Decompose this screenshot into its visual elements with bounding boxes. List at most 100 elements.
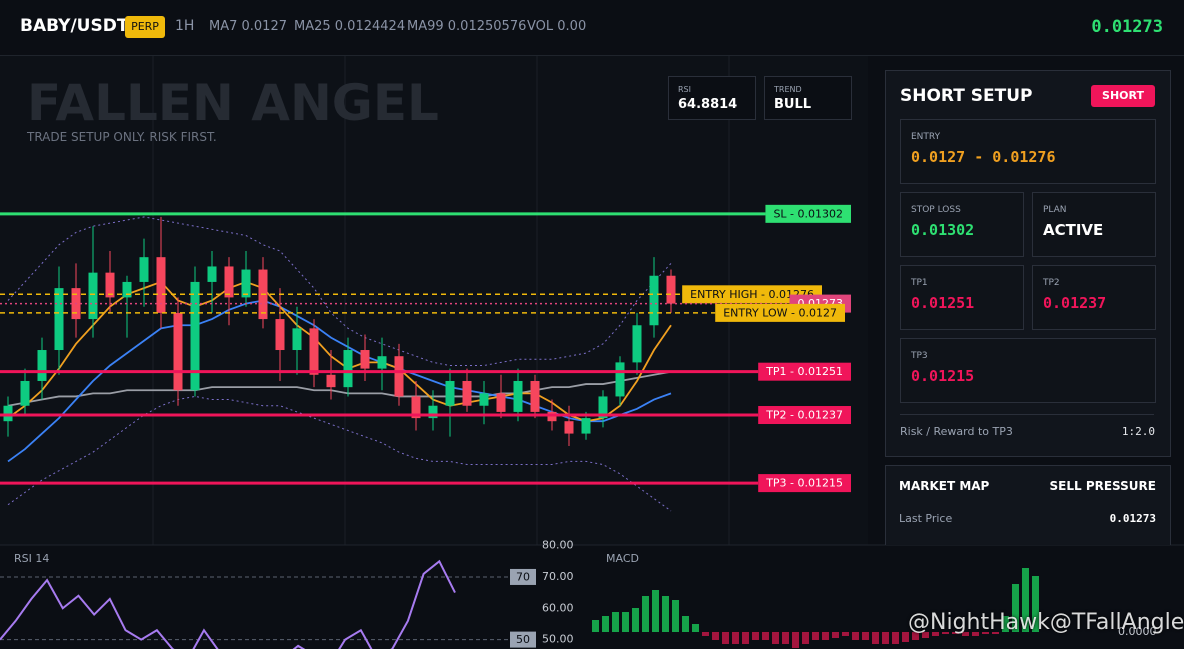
level-label: TP1 - 0.01251 xyxy=(765,365,843,378)
rsi-level-label: 70 xyxy=(516,570,530,583)
rr-label: Risk / Reward to TP3 xyxy=(900,425,1013,438)
candle-body xyxy=(241,269,251,298)
level-tag xyxy=(765,204,851,223)
badge: PERP xyxy=(125,16,165,38)
candle-body xyxy=(547,411,557,422)
candle-body xyxy=(479,393,489,406)
macd-bar xyxy=(932,632,939,636)
candle-body xyxy=(275,319,285,351)
level: TP1 - 0.01251 xyxy=(0,362,851,381)
level: TP2 - 0.01237 xyxy=(0,406,851,425)
candle-body xyxy=(411,396,421,419)
macd-bar xyxy=(912,632,919,640)
setup-title: SHORT SETUP xyxy=(900,86,1033,106)
candle-body xyxy=(564,421,574,434)
level-label: ENTRY HIGH - 0.01276 xyxy=(690,288,814,301)
last-price-label: Last Price xyxy=(899,512,953,525)
macd-bar xyxy=(902,632,909,642)
level-tag xyxy=(682,285,822,304)
level-label: TP3 - 0.01215 xyxy=(765,477,843,490)
macd-bar xyxy=(772,632,779,644)
candle-body xyxy=(190,281,200,391)
y-tick-label: 60.00 xyxy=(542,601,574,614)
level-label: ENTRY LOW - 0.0127 xyxy=(723,306,837,319)
macd-bar xyxy=(612,612,619,632)
rsi-title: RSI 14 xyxy=(14,552,49,565)
top-bar: BABY/USDT PERP 1H MA7 0.0127 MA25 0.0124… xyxy=(0,0,1184,56)
macd-bar xyxy=(712,632,719,640)
candle-body xyxy=(224,266,234,298)
candle-body xyxy=(530,380,540,412)
macd-bar xyxy=(992,632,999,634)
last-price: 0.01273 xyxy=(1091,17,1163,37)
market-map-title: MARKET MAP xyxy=(899,479,990,493)
level-tag xyxy=(758,406,851,425)
market-status: SELL PRESSURE xyxy=(1049,479,1156,493)
candle-body xyxy=(377,356,387,369)
indicator-line xyxy=(7,280,672,423)
stop-card: STOP LOSS 0.01302 xyxy=(900,192,1024,257)
entry-value: 0.0127 - 0.01276 xyxy=(911,148,1056,166)
short-button[interactable]: SHORT xyxy=(1091,85,1155,107)
watermark: @NightHawk@TFallAngle xyxy=(908,610,1184,635)
macd-bar xyxy=(802,632,809,644)
macd-bar xyxy=(872,632,879,644)
level-tag xyxy=(715,303,845,322)
candle-body xyxy=(615,362,625,397)
tp2-label: TP2 xyxy=(1043,278,1060,288)
candle-body xyxy=(632,325,642,363)
macd-bar xyxy=(832,632,839,638)
macd-bar xyxy=(602,616,609,632)
y-tick-label: 0.0000 xyxy=(1118,625,1157,638)
macd-bar xyxy=(672,600,679,632)
candle-body xyxy=(122,281,132,298)
rsi-background xyxy=(0,545,590,649)
macd-bar xyxy=(622,612,629,632)
entry-card: ENTRY 0.0127 - 0.01276 xyxy=(900,119,1156,184)
candle-body xyxy=(105,272,115,298)
plan-label: PLAN xyxy=(1043,205,1067,215)
macd-bar xyxy=(632,608,639,632)
level-tag xyxy=(758,474,851,493)
rsi-level-tag xyxy=(510,568,536,585)
candle-body xyxy=(513,380,523,412)
tp3-value: 0.01215 xyxy=(911,367,975,385)
macd-bar xyxy=(862,632,869,640)
candle-body xyxy=(3,405,13,422)
volume: VOL 0.00 xyxy=(527,19,587,34)
y-tick-label: 50.00 xyxy=(542,633,574,646)
macd-bar xyxy=(922,632,929,638)
candle-body xyxy=(343,350,353,388)
candle-body xyxy=(666,275,676,304)
strategy-title: FALLEN ANGEL xyxy=(27,74,439,132)
macd-bar xyxy=(692,624,699,632)
candle-body xyxy=(292,328,302,351)
rsi-level-label: 50 xyxy=(516,633,530,646)
strategy-subtitle: TRADE SETUP ONLY. RISK FIRST. xyxy=(27,130,217,144)
market-map-card xyxy=(885,465,1171,545)
candle-body xyxy=(173,312,183,391)
macd-bar xyxy=(682,616,689,632)
macd-bar xyxy=(962,632,969,636)
macd-bar xyxy=(892,632,899,644)
divider xyxy=(900,414,1154,415)
stop-value: 0.01302 xyxy=(911,221,975,239)
macd-bar xyxy=(852,632,859,640)
indicator-line xyxy=(7,216,672,366)
plan-value: ACTIVE xyxy=(1043,221,1104,239)
tp3-label: TP3 xyxy=(911,351,928,361)
trend-label: TREND xyxy=(774,85,802,94)
interval[interactable]: 1H xyxy=(175,18,195,34)
macd-bar xyxy=(952,632,959,634)
candle-body xyxy=(139,257,149,282)
macd-bar xyxy=(822,632,829,640)
macd-bar xyxy=(742,632,749,644)
macd-bar xyxy=(1002,616,1009,632)
macd-bar xyxy=(652,590,659,632)
macd-bar xyxy=(762,632,769,640)
rsi-line xyxy=(0,559,456,649)
indicator-line xyxy=(7,370,672,407)
tp1-card: TP1 0.01251 xyxy=(900,265,1024,330)
macd-title: MACD xyxy=(606,552,639,565)
